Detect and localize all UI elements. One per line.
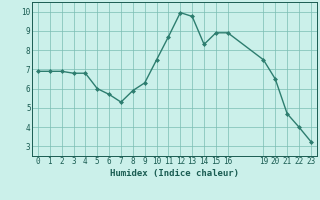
X-axis label: Humidex (Indice chaleur): Humidex (Indice chaleur): [110, 169, 239, 178]
